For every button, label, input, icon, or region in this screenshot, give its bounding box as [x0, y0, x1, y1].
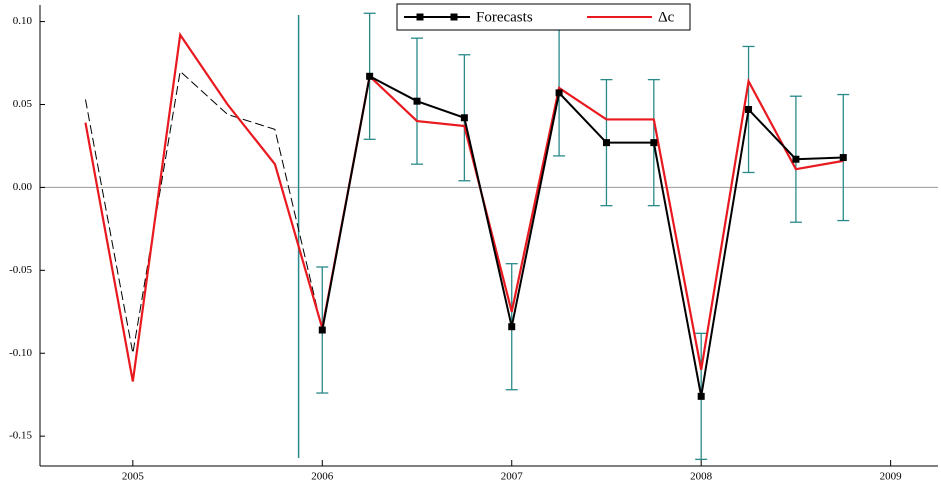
legend-label: Forecasts [476, 9, 533, 25]
legend-label: Δc [658, 9, 675, 25]
y-tick-label: 0.05 [13, 98, 33, 110]
point-marker [792, 155, 800, 163]
point-marker [650, 139, 658, 147]
x-tick-label: 2008 [690, 471, 713, 483]
series-line [84, 70, 323, 354]
legend-marker [416, 13, 424, 21]
x-tick-label: 2007 [501, 471, 524, 483]
point-marker [460, 114, 468, 122]
point-marker [508, 323, 516, 331]
point-marker [555, 89, 563, 97]
series-line [84, 31, 844, 382]
point-marker [745, 105, 753, 113]
y-tick-label: -0.05 [9, 264, 32, 276]
point-marker [366, 72, 374, 80]
point-marker [318, 326, 326, 334]
y-tick-label: -0.10 [9, 347, 32, 359]
point-marker [413, 97, 421, 105]
legend-marker [450, 13, 458, 21]
x-tick-label: 2006 [311, 471, 334, 483]
point-marker [602, 139, 610, 147]
y-tick-label: 0.00 [13, 181, 33, 193]
point-marker [839, 154, 847, 162]
x-tick-label: 2009 [880, 471, 903, 483]
y-tick-label: 0.10 [13, 15, 33, 27]
x-tick-label: 2005 [122, 471, 145, 483]
y-tick-label: -0.15 [9, 430, 32, 442]
series-line [321, 74, 844, 397]
point-marker [697, 392, 705, 400]
